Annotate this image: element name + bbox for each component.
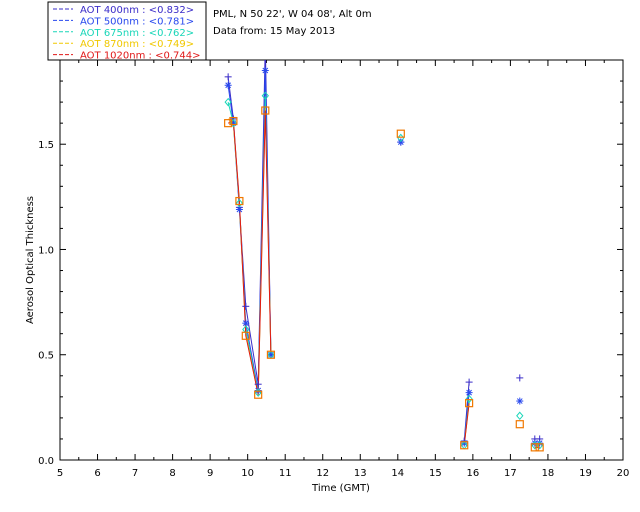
- date-info: Data from: 15 May 2013: [213, 26, 335, 37]
- legend-label: AOT 400nm : <0.832>: [80, 5, 194, 16]
- data-point-star: [224, 81, 232, 89]
- data-point-diamond: [235, 198, 244, 208]
- data-point-square: [254, 390, 263, 399]
- data-point-diamond: [516, 411, 524, 421]
- legend-label: AOT 675nm : <0.762>: [80, 28, 194, 39]
- series-markers: [224, 40, 544, 452]
- legend-label: AOT 500nm : <0.781>: [80, 16, 194, 27]
- y-tick-label: 0.0: [38, 456, 54, 467]
- y-tick-label: 1.5: [38, 140, 54, 151]
- x-tick-label: 6: [94, 468, 100, 479]
- x-tick-label: 8: [169, 468, 175, 479]
- data-point-square: [235, 196, 244, 206]
- data-point-plus: [262, 40, 269, 47]
- legend-border: [47, 1, 207, 61]
- x-tick-label: 14: [391, 468, 404, 479]
- x-axis-title: Time (GMT): [311, 483, 370, 494]
- data-point-square: [530, 443, 539, 452]
- y-axis-title: Aerosol Optical Thickness: [25, 196, 36, 324]
- x-tick-label: 16: [466, 468, 479, 479]
- x-tick-label: 18: [542, 468, 555, 479]
- data-point-plus: [254, 380, 262, 388]
- data-point-plus: [242, 302, 250, 310]
- y-tick-label: 1.0: [38, 245, 54, 256]
- data-point-square: [465, 399, 474, 408]
- data-point-square: [241, 331, 250, 340]
- data-point-plus: [465, 378, 473, 386]
- data-point-diamond: [242, 325, 250, 334]
- data-point-plus: [224, 73, 232, 81]
- legend: AOT 400nm : <0.832>AOT 500nm : <0.781>AO…: [47, 1, 207, 62]
- station-info: PML, N 50 22', W 04 08', Alt 0m: [213, 9, 372, 20]
- data-point-square: [229, 116, 238, 126]
- plot-frame: [59, 59, 624, 461]
- y-tick-label: 0.5: [38, 351, 54, 362]
- x-tick-label: 7: [132, 468, 138, 479]
- data-point-diamond: [465, 394, 473, 404]
- data-point-square: [535, 443, 544, 452]
- data-point-square: [515, 420, 524, 429]
- x-tick-label: 12: [316, 468, 329, 479]
- legend-label: AOT 1020nm : <0.744>: [80, 51, 200, 62]
- x-tick-label: 10: [241, 468, 254, 479]
- x-tick-label: 17: [504, 468, 517, 479]
- series-line: [463, 403, 470, 446]
- data-point-star: [261, 67, 269, 75]
- data-point-square: [261, 106, 270, 115]
- x-tick-label: 13: [354, 468, 367, 479]
- x-tick-label: 15: [429, 468, 442, 479]
- data-point-square: [224, 119, 233, 128]
- axes: 5 6 7 8 9 10 11 12 13 14 15 16 17 18 19 20 0.0 0.5 1.0 1.5: [38, 60, 629, 479]
- x-tick-label: 5: [57, 468, 63, 479]
- data-point-diamond: [224, 97, 232, 107]
- data-point-plus: [516, 374, 524, 382]
- x-tick-label: 11: [279, 468, 292, 479]
- data-point-square: [266, 350, 276, 359]
- legend-label: AOT 870nm : <0.749>: [80, 39, 194, 50]
- x-tick-label: 20: [617, 468, 630, 479]
- data-point-star: [235, 205, 243, 213]
- data-point-square: [460, 441, 469, 450]
- data-point-diamond: [261, 91, 269, 101]
- series-line: [227, 110, 272, 395]
- x-tick-label: 19: [579, 468, 592, 479]
- series-lines: [227, 60, 540, 448]
- data-point-star: [254, 387, 262, 395]
- data-point-square: [396, 129, 405, 138]
- x-tick-label: 9: [207, 468, 213, 479]
- data-point-star: [516, 397, 524, 405]
